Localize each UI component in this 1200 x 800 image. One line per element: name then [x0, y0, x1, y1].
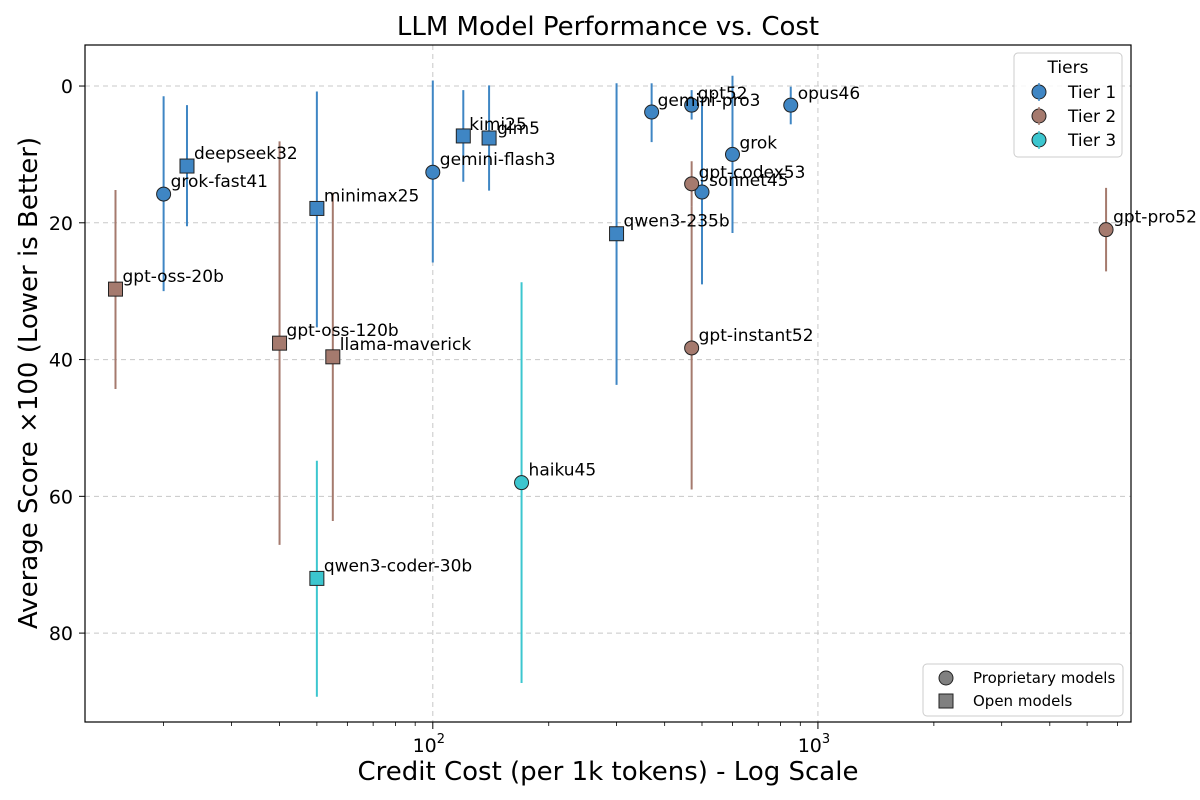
data-label: opus46 — [798, 84, 860, 104]
legend-types: Proprietary models Open models — [922, 663, 1124, 717]
legend-tier-label: Tier 3 — [1067, 131, 1116, 151]
axis-ticks: 0 20 40 60 80 102 103 — [49, 76, 830, 757]
data-point-circle — [684, 340, 700, 356]
data-label: qwen3-coder-30b — [324, 556, 472, 576]
error-bars — [114, 75, 1108, 697]
data-point-square — [325, 349, 341, 365]
data-label: gpt-oss-120b — [287, 321, 399, 341]
plot-frame — [84, 44, 1132, 723]
data-point-circle — [425, 164, 441, 180]
data-point-circle — [783, 97, 799, 113]
y-tick-label: 80 — [49, 623, 73, 645]
data-label: gpt-instant52 — [699, 326, 814, 346]
legend-tier-label: Tier 1 — [1067, 83, 1116, 103]
legend-tiers: Tiers Tier 1 Tier 2 Tier 3 — [1013, 52, 1123, 158]
y-tick-label: 60 — [49, 486, 73, 508]
data-point-square — [272, 335, 288, 351]
data-label: sonnet45 — [709, 171, 789, 191]
data-point-circle — [644, 104, 660, 120]
data-label: gemini-pro3 — [658, 91, 761, 111]
data-label: gpt52 — [698, 84, 748, 104]
data-point-square — [309, 570, 325, 586]
data-point-square — [455, 128, 471, 144]
y-axis-label: Average Score ×100 (Lower is Better) — [14, 137, 44, 629]
legend-shape-label: Open models — [973, 692, 1073, 710]
data-point-circle — [1098, 222, 1114, 238]
data-point-circle — [724, 146, 740, 162]
legend-tiers-title: Tiers — [1047, 58, 1089, 78]
data-label: minimax25 — [324, 186, 419, 206]
data-point-circle — [156, 186, 172, 202]
legend-tier-label: Tier 2 — [1067, 107, 1116, 127]
data-label: gpt-pro52 — [1113, 208, 1197, 228]
data-point-square — [609, 226, 625, 242]
data-point-square — [481, 130, 497, 146]
legend-shape-circle — [938, 670, 954, 686]
data-label: qwen3-235b — [624, 212, 730, 232]
minor-ticks — [163, 722, 1119, 726]
data-label: grok — [739, 133, 777, 153]
point-labels: grok-fast41 deepseek32 minimax25 gemini-fla… — [122, 84, 1196, 576]
data-markers — [107, 97, 1114, 586]
legend-shape-label: Proprietary models — [973, 669, 1115, 687]
data-label: llama-maverick — [340, 335, 472, 355]
data-label: grok-fast41 — [171, 172, 268, 192]
data-point-square — [309, 200, 325, 216]
data-point-square — [179, 158, 195, 174]
y-tick-label: 20 — [49, 213, 73, 235]
legend-shape-square — [938, 693, 954, 709]
y-tick-label: 40 — [49, 350, 73, 372]
data-label: kimi25 — [469, 115, 526, 135]
data-point-square — [107, 281, 123, 297]
data-label: gemini-flash3 — [440, 150, 556, 170]
data-point-circle — [684, 176, 700, 192]
data-point-circle — [694, 184, 710, 200]
data-label: gpt-codex53 — [699, 163, 806, 183]
y-tick-label: 0 — [61, 76, 73, 98]
data-label: haiku45 — [529, 461, 597, 481]
chart-title: LLM Model Performance vs. Cost — [397, 12, 819, 42]
data-point-circle — [514, 475, 530, 491]
data-label: glm5 — [497, 119, 540, 139]
x-tick-label: 103 — [798, 732, 830, 757]
x-axis-label: Credit Cost (per 1k tokens) - Log Scale — [358, 757, 859, 787]
data-point-circle — [684, 97, 700, 113]
data-label: gpt-oss-20b — [122, 267, 223, 287]
x-tick-label: 102 — [413, 732, 445, 757]
data-label: deepseek32 — [194, 144, 298, 164]
